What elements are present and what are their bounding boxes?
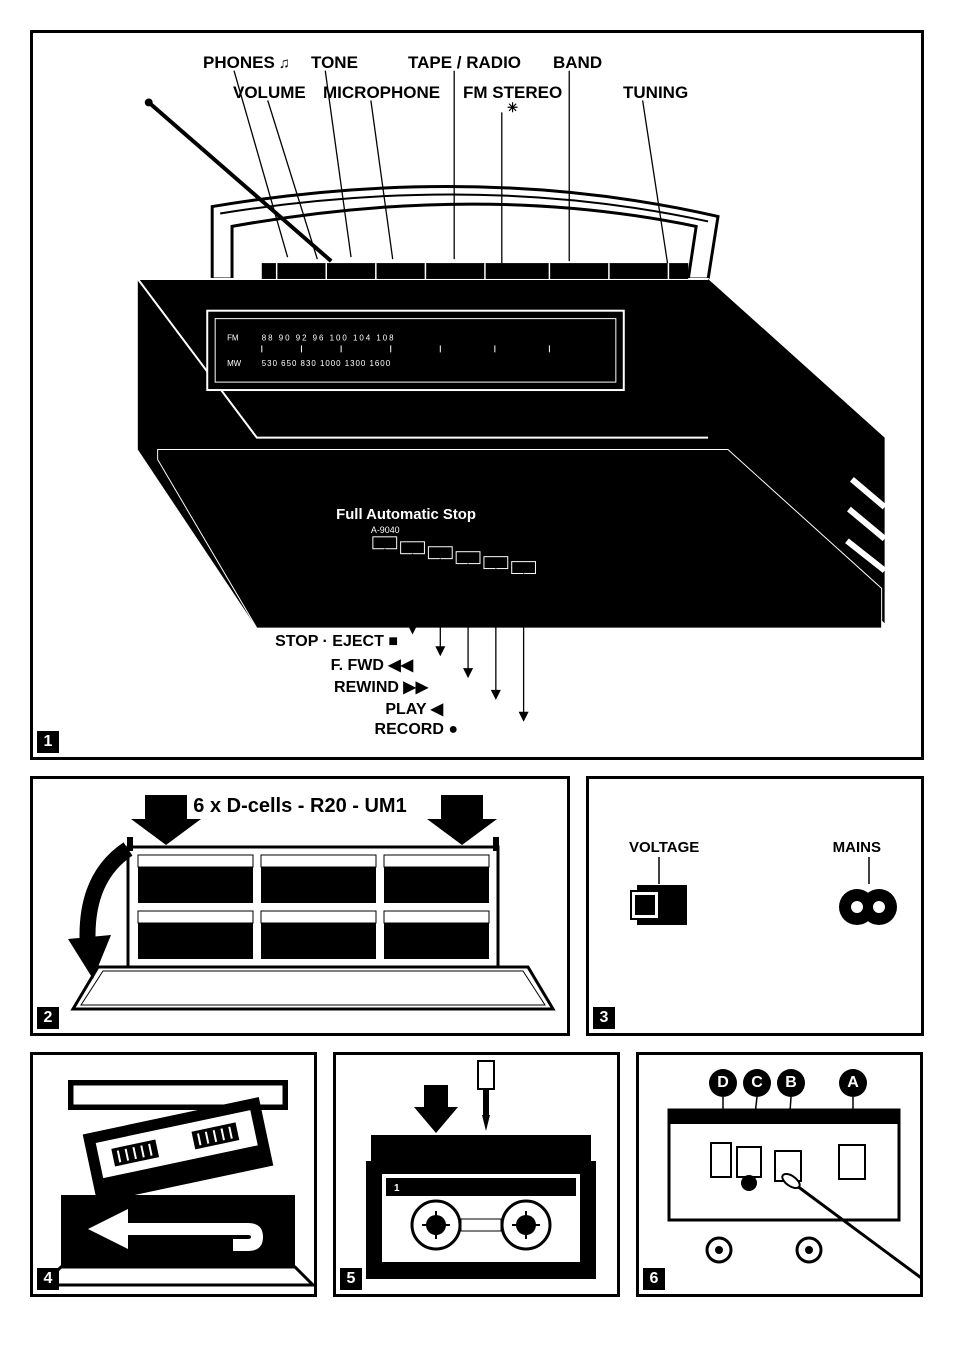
panel-number: 3 — [593, 1007, 615, 1029]
svg-text:A-9040: A-9040 — [371, 525, 400, 535]
panel-5-close-lid: 1 5 — [333, 1052, 620, 1297]
radio-illustration: FM 88 90 92 96 100 104 108 MW 530 650 83… — [33, 33, 921, 757]
svg-text:MW: MW — [227, 359, 242, 368]
label-pause: PAUSE II — [273, 611, 383, 629]
panel-number: 4 — [37, 1268, 59, 1290]
label-play: PLAY ◀ — [273, 699, 443, 719]
svg-text:1: 1 — [394, 1183, 400, 1194]
panel-4-insert-cassette: 4 — [30, 1052, 317, 1297]
panel-3-power: VOLTAGE MAINS 3 — [586, 776, 924, 1036]
heads-illustration — [639, 1055, 923, 1297]
svg-text:88 90 92 96 100 104: 88 90 92 96 100 104 108 — [262, 333, 396, 342]
panel-number: 1 — [37, 731, 59, 753]
panel-2-batteries: 6 x D-cells - R20 - UM1 — [30, 776, 570, 1036]
svg-text:FM: FM — [227, 333, 238, 342]
panel-6-heads: D C B A 6 — [636, 1052, 923, 1297]
panel-1-overview: PHONES♫ TONE TAPE / RADIO BAND VOLUME MI… — [30, 30, 924, 760]
label-stop-eject: STOP · EJECT ■ — [273, 633, 398, 651]
label-record: RECORD ● — [273, 721, 458, 739]
label-rewind: REWIND ▶▶ — [273, 677, 428, 697]
battery-illustration — [33, 779, 570, 1036]
svg-text:Full Automatic Stop: Full Automatic Stop — [336, 507, 476, 523]
cassette-insert-illustration — [33, 1055, 317, 1297]
power-illustration — [589, 779, 924, 1036]
close-lid-illustration: 1 — [336, 1055, 620, 1297]
panel-number: 5 — [340, 1268, 362, 1290]
panel-number: 2 — [37, 1007, 59, 1029]
svg-text:530 650 830 1000 1300: 530 650 830 1000 1300 1600 — [262, 359, 391, 368]
panel-number: 6 — [643, 1268, 665, 1290]
label-ffwd: F. FWD ◀◀ — [273, 655, 413, 675]
